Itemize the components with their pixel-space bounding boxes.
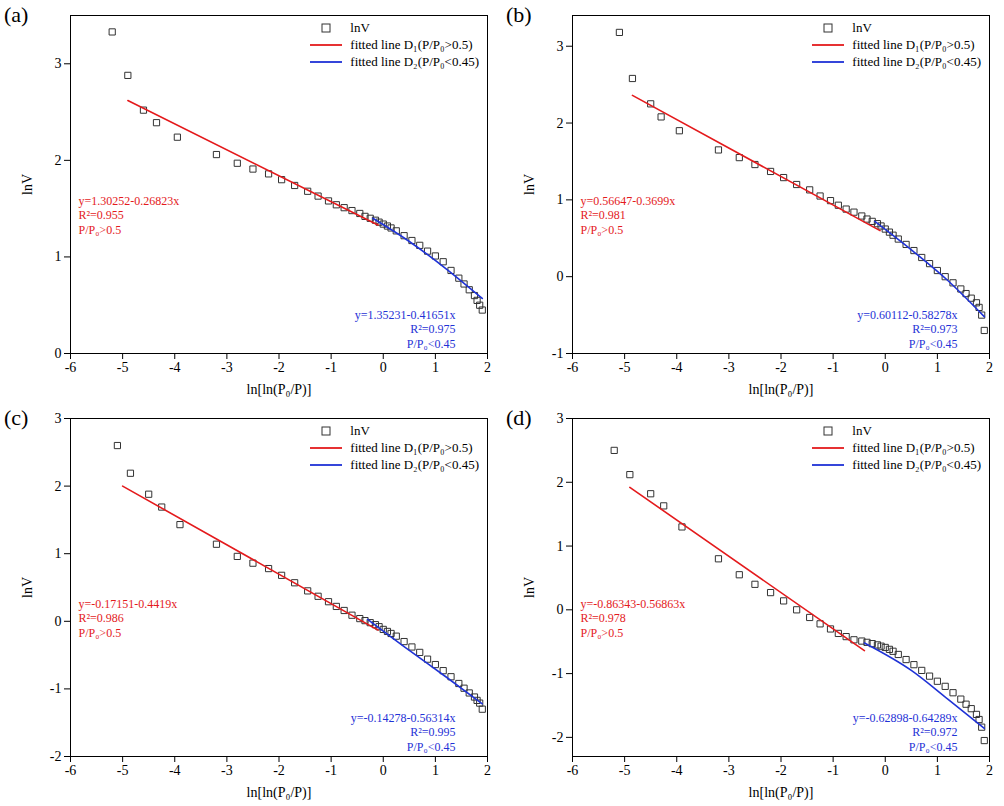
svg-text:-5: -5 — [117, 763, 129, 778]
svg-text:-1: -1 — [552, 666, 564, 681]
svg-text:ln[ln(P₀/P)]: ln[ln(P₀/P)] — [749, 382, 814, 398]
html-text:fitted line D₂(P/P₀<0.45): fitted line D₂(P/P₀<0.45) — [350, 457, 479, 472]
svg-text:2: 2 — [986, 763, 993, 778]
svg-text:2: 2 — [557, 475, 564, 490]
svg-text:-3: -3 — [221, 763, 233, 778]
svg-text:0: 0 — [882, 360, 889, 375]
svg-text:-1: -1 — [827, 763, 839, 778]
svg-text:-4: -4 — [169, 360, 181, 375]
svg-text:0: 0 — [557, 269, 564, 284]
svg-text:y=0.56647-0.3699xR²=0.981P/P₀>: y=0.56647-0.3699xR²=0.981P/P₀>0.5 — [581, 194, 676, 237]
svg-text:1: 1 — [557, 539, 564, 554]
svg-text:lnV: lnV — [522, 577, 537, 598]
html-text:fitted line D₁(P/P₀>0.5): fitted line D₁(P/P₀>0.5) — [852, 37, 975, 52]
svg-text:y=1.35231-0.41651xR²=0.975P/P₀: y=1.35231-0.41651xR²=0.975P/P₀<0.45 — [355, 308, 456, 351]
svg-text:2: 2 — [55, 479, 62, 494]
html-text:lnV: lnV — [350, 423, 370, 438]
svg-text:-3: -3 — [723, 763, 735, 778]
html-text:(d): (d) — [506, 405, 532, 430]
svg-text:-1: -1 — [325, 360, 337, 375]
html-text:fitted line D₁(P/P₀>0.5): fitted line D₁(P/P₀>0.5) — [350, 37, 473, 52]
svg-text:-2: -2 — [273, 763, 285, 778]
svg-text:1: 1 — [432, 763, 439, 778]
svg-text:y=-0.86343-0.56863xR²=0.978P/P: y=-0.86343-0.56863xR²=0.978P/P₀>0.5 — [581, 597, 686, 640]
svg-text:-6: -6 — [567, 763, 579, 778]
svg-text:-2: -2 — [775, 360, 787, 375]
svg-text:2: 2 — [484, 360, 491, 375]
svg-text:1: 1 — [934, 360, 941, 375]
html-text:lnV: lnV — [350, 20, 370, 35]
svg-text:y=-0.62898-0.64289xR²=0.972P/P: y=-0.62898-0.64289xR²=0.972P/P₀<0.45 — [853, 711, 958, 754]
svg-text:-1: -1 — [325, 763, 337, 778]
html-text:fitted line D₂(P/P₀<0.45): fitted line D₂(P/P₀<0.45) — [350, 54, 479, 69]
svg-text:0: 0 — [882, 763, 889, 778]
svg-text:1: 1 — [934, 763, 941, 778]
svg-text:y=1.30252-0.26823xR²=0.955P/P₀: y=1.30252-0.26823xR²=0.955P/P₀>0.5 — [79, 194, 180, 237]
svg-text:-5: -5 — [117, 360, 129, 375]
svg-text:-2: -2 — [50, 749, 62, 764]
svg-text:-5: -5 — [619, 763, 631, 778]
html-text:fitted line D₂(P/P₀<0.45): fitted line D₂(P/P₀<0.45) — [852, 54, 981, 69]
svg-text:-6: -6 — [65, 763, 77, 778]
svg-text:-3: -3 — [723, 360, 735, 375]
svg-text:-2: -2 — [552, 730, 564, 745]
html-text:fitted line D₂(P/P₀<0.45): fitted line D₂(P/P₀<0.45) — [852, 457, 981, 472]
html-text:(c): (c) — [4, 405, 29, 430]
html-text:(b): (b) — [506, 2, 532, 27]
svg-text:3: 3 — [557, 411, 564, 426]
svg-text:ln[ln(P₀/P)]: ln[ln(P₀/P)] — [247, 382, 312, 398]
svg-text:ln[ln(P₀/P)]: ln[ln(P₀/P)] — [247, 785, 312, 801]
svg-text:-4: -4 — [671, 360, 683, 375]
svg-text:1: 1 — [55, 546, 62, 561]
svg-text:-6: -6 — [65, 360, 77, 375]
svg-text:3: 3 — [55, 411, 62, 426]
svg-text:2: 2 — [557, 116, 564, 131]
svg-text:0: 0 — [380, 360, 387, 375]
svg-text:y=-0.17151-0.4419xR²=0.986P/P₀: y=-0.17151-0.4419xR²=0.986P/P₀>0.5 — [79, 597, 178, 640]
svg-text:lnV: lnV — [522, 174, 537, 195]
html-text:fitted line D₁(P/P₀>0.5): fitted line D₁(P/P₀>0.5) — [350, 440, 473, 455]
html-text:lnV: lnV — [852, 423, 872, 438]
svg-text:-6: -6 — [567, 360, 579, 375]
svg-text:2: 2 — [484, 763, 491, 778]
svg-text:0: 0 — [380, 763, 387, 778]
svg-text:lnV: lnV — [20, 577, 35, 598]
svg-text:-3: -3 — [221, 360, 233, 375]
svg-text:-1: -1 — [50, 681, 62, 696]
svg-text:1: 1 — [432, 360, 439, 375]
svg-text:y=0.60112-0.58278xR²=0.973P/P₀: y=0.60112-0.58278xR²=0.973P/P₀<0.45 — [857, 308, 957, 351]
svg-text:3: 3 — [557, 39, 564, 54]
svg-text:-2: -2 — [273, 360, 285, 375]
svg-text:-1: -1 — [552, 346, 564, 361]
svg-text:-1: -1 — [827, 360, 839, 375]
svg-text:y=-0.14278-0.56314xR²=0.995P/P: y=-0.14278-0.56314xR²=0.995P/P₀<0.45 — [351, 711, 456, 754]
svg-text:2: 2 — [55, 153, 62, 168]
svg-text:0: 0 — [55, 346, 62, 361]
html-text:(a): (a) — [4, 2, 29, 27]
svg-text:-4: -4 — [169, 763, 181, 778]
html-text:lnV: lnV — [852, 20, 872, 35]
svg-text:-5: -5 — [619, 360, 631, 375]
svg-text:1: 1 — [557, 192, 564, 207]
svg-text:ln[ln(P₀/P)]: ln[ln(P₀/P)] — [749, 785, 814, 801]
svg-text:-2: -2 — [775, 763, 787, 778]
html-text:fitted line D₁(P/P₀>0.5): fitted line D₁(P/P₀>0.5) — [852, 440, 975, 455]
svg-text:2: 2 — [986, 360, 993, 375]
svg-text:lnV: lnV — [20, 174, 35, 195]
svg-text:0: 0 — [557, 602, 564, 617]
svg-text:3: 3 — [55, 56, 62, 71]
svg-text:1: 1 — [55, 249, 62, 264]
svg-text:-4: -4 — [671, 763, 683, 778]
svg-text:0: 0 — [55, 614, 62, 629]
